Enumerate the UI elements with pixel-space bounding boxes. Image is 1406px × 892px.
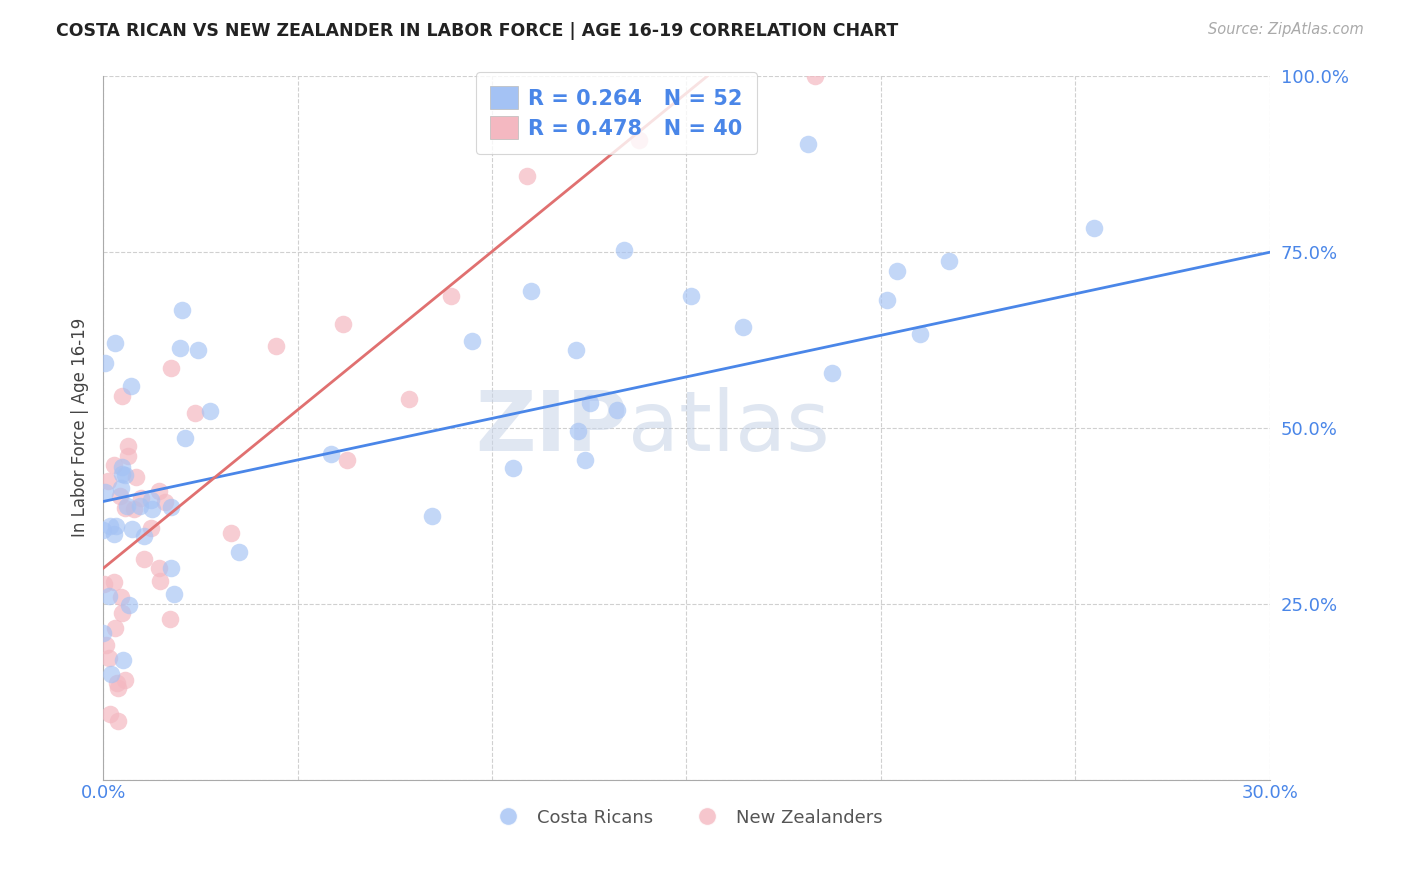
Point (91, 625, 114, 640)
Point (148, 561, 170, 575)
Point (111, 467, 134, 482)
Point (111, 460, 134, 475)
Point (578, 395, 600, 409)
Point (170, 302, 193, 317)
Point (169, 341, 191, 355)
Point (104, 622, 127, 636)
Point (502, 461, 524, 475)
Point (398, 392, 420, 406)
Point (107, 714, 129, 728)
Point (613, 243, 636, 257)
Point (876, 293, 898, 307)
Point (122, 501, 145, 516)
Point (228, 544, 250, 558)
Point (1083, 221, 1105, 235)
Point (107, 681, 129, 695)
Point (114, 501, 136, 516)
Point (105, 676, 128, 690)
Point (264, 339, 287, 353)
Point (111, 606, 134, 620)
Point (103, 458, 125, 473)
Text: ZIP: ZIP (475, 387, 628, 468)
Point (187, 343, 209, 357)
Point (94, 356, 117, 370)
Point (114, 468, 136, 483)
Point (797, 136, 820, 151)
Point (332, 317, 354, 331)
Point (321, 447, 343, 461)
Point (121, 522, 143, 536)
Text: atlas: atlas (628, 387, 830, 468)
Point (110, 481, 132, 495)
Point (97, 475, 120, 489)
Point (160, 561, 183, 575)
Point (908, 326, 931, 341)
Point (103, 527, 125, 541)
Point (98, 707, 121, 722)
Point (520, 285, 543, 299)
Point (198, 404, 221, 418)
Text: Source: ZipAtlas.com: Source: ZipAtlas.com (1208, 22, 1364, 37)
Point (103, 575, 125, 590)
Point (104, 336, 127, 351)
Point (804, 69, 827, 83)
Point (148, 484, 170, 499)
Point (118, 598, 141, 612)
Point (98, 518, 121, 533)
Point (886, 263, 908, 277)
Text: COSTA RICAN VS NEW ZEALANDER IN LABOR FORCE | AGE 16-19 CORRELATION CHART: COSTA RICAN VS NEW ZEALANDER IN LABOR FO… (56, 22, 898, 40)
Point (132, 529, 155, 543)
Point (117, 449, 139, 463)
Point (110, 591, 132, 605)
Point (114, 673, 136, 688)
Point (104, 519, 127, 533)
Point (139, 493, 162, 508)
Point (141, 501, 163, 516)
Point (159, 612, 181, 626)
Point (574, 453, 596, 467)
Point (440, 289, 463, 303)
Point (567, 425, 589, 439)
Point (125, 470, 148, 484)
Point (129, 499, 152, 513)
Point (111, 389, 134, 403)
Point (129, 491, 152, 505)
Point (149, 574, 172, 589)
Point (98, 651, 121, 665)
Point (336, 453, 359, 467)
Point (821, 366, 844, 380)
Point (606, 402, 628, 417)
Point (516, 169, 538, 183)
Point (219, 525, 242, 540)
Point (139, 521, 162, 535)
Point (108, 489, 131, 503)
Point (174, 431, 197, 445)
Point (94, 638, 117, 652)
Point (120, 379, 142, 393)
Point (93, 577, 115, 591)
Point (564, 343, 586, 358)
Point (97, 590, 120, 604)
Point (117, 439, 139, 453)
Point (183, 406, 205, 420)
Legend: Costa Ricans, New Zealanders: Costa Ricans, New Zealanders (482, 802, 890, 834)
Point (134, 551, 156, 566)
Point (115, 499, 138, 513)
Y-axis label: In Labor Force | Age 16-19: In Labor Force | Age 16-19 (72, 318, 89, 537)
Point (679, 289, 702, 303)
Point (163, 587, 186, 601)
Point (93, 484, 115, 499)
Point (460, 334, 482, 348)
Point (91, 523, 114, 537)
Point (111, 653, 134, 667)
Point (733, 319, 755, 334)
Point (938, 253, 960, 268)
Point (159, 500, 181, 514)
Point (153, 495, 176, 509)
Point (627, 132, 650, 146)
Point (420, 508, 443, 523)
Point (160, 361, 183, 376)
Point (100, 667, 122, 681)
